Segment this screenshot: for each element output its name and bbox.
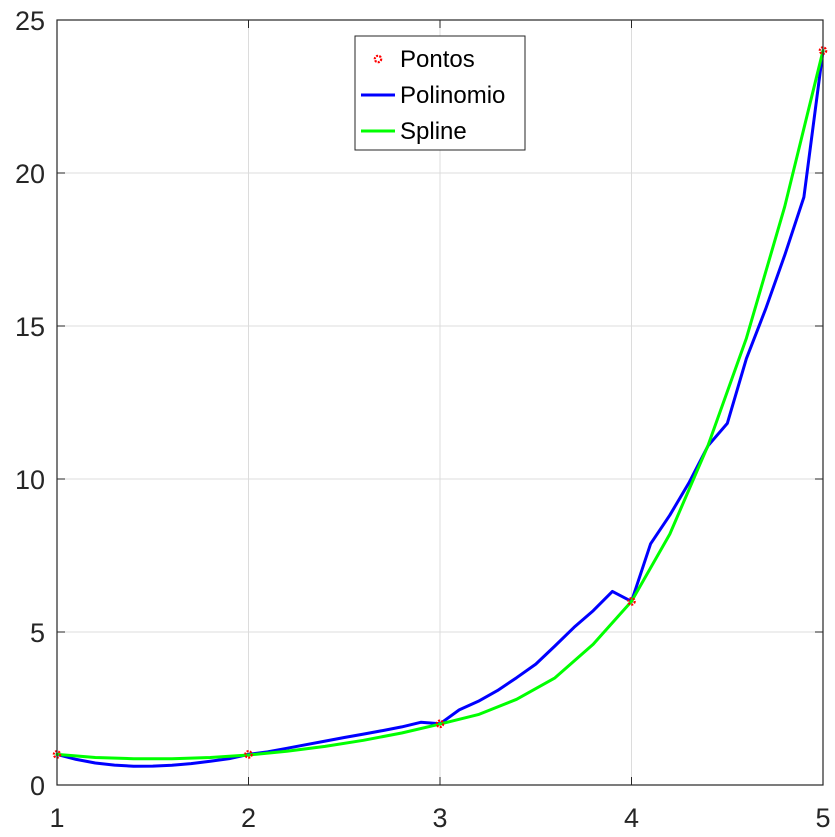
y-tick-label: 25 bbox=[15, 6, 45, 36]
legend-label-polinomio: Polinomio bbox=[400, 82, 505, 109]
legend-label-spline: Spline bbox=[400, 118, 467, 145]
x-tick-label: 3 bbox=[432, 803, 447, 833]
y-tick-label: 5 bbox=[30, 618, 45, 648]
data-point-pontos bbox=[627, 597, 636, 606]
axis-ticks: 1 2 3 4 5 0 5 10 15 20 25 bbox=[15, 6, 831, 833]
y-tick-label: 0 bbox=[30, 771, 45, 801]
y-tick-label: 10 bbox=[15, 465, 45, 495]
data-point-pontos bbox=[244, 750, 253, 759]
series-lines bbox=[55, 49, 825, 768]
y-tick-label: 15 bbox=[15, 312, 45, 342]
y-tick-label: 20 bbox=[15, 159, 45, 189]
legend-swatch-pontos bbox=[373, 54, 383, 64]
legend: Pontos Polinomio Spline bbox=[354, 35, 526, 151]
x-tick-label: 2 bbox=[241, 803, 256, 833]
x-tick-label: 1 bbox=[49, 803, 64, 833]
series-line-spline bbox=[55, 49, 825, 761]
data-point-pontos bbox=[435, 719, 445, 729]
legend-label-pontos: Pontos bbox=[400, 46, 475, 73]
x-tick-label: 5 bbox=[815, 803, 830, 833]
x-tick-label: 4 bbox=[624, 803, 639, 833]
